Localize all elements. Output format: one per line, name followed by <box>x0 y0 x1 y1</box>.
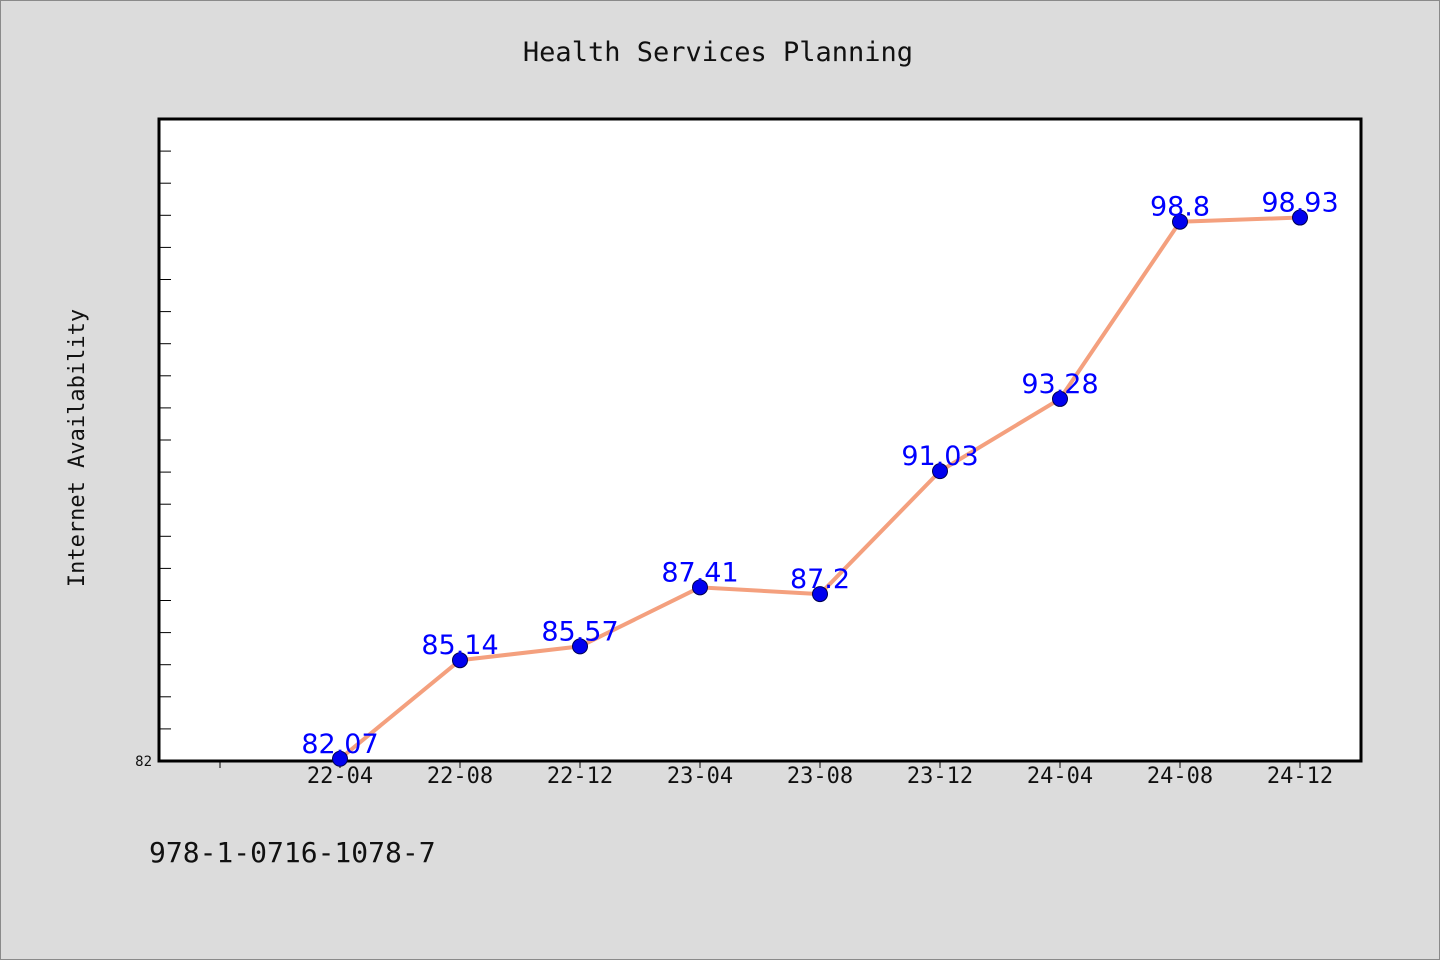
data-label: 85.57 <box>541 616 618 647</box>
data-label: 87.41 <box>661 557 738 588</box>
data-point <box>572 638 588 655</box>
data-point <box>812 586 828 603</box>
isbn-footer: 978-1-0716-1078-7 <box>149 836 436 869</box>
data-point <box>1172 213 1188 230</box>
x-tick-label: 24-04 <box>1027 764 1093 789</box>
plot-area <box>157 117 1363 763</box>
x-ticks: 22-04 22-08 22-12 23-04 23-08 23-12 24-04 24-08… <box>219 761 1333 789</box>
y-ticks <box>158 150 171 762</box>
data-label: 82.07 <box>301 729 378 760</box>
x-tick-label: 22-04 <box>307 764 373 789</box>
data-label: 91.03 <box>901 441 978 472</box>
data-point <box>1052 390 1068 407</box>
series-markers <box>332 209 1308 767</box>
x-tick-label: 22-12 <box>547 764 613 789</box>
x-tick-label: 23-12 <box>907 764 973 789</box>
data-label: 98.93 <box>1261 188 1338 219</box>
x-tick-label: 24-08 <box>1147 764 1213 789</box>
data-point <box>932 463 948 480</box>
y-axis-label: Internet Availability <box>65 309 90 587</box>
data-label: 93.28 <box>1021 369 1098 400</box>
y-tick-label-min: 82 <box>135 754 152 770</box>
chart-title: Health Services Planning <box>523 37 913 68</box>
data-point <box>692 579 708 596</box>
data-point <box>452 652 468 669</box>
x-tick-label: 24-12 <box>1267 764 1333 789</box>
data-labels: 82.07 85.14 85.57 87.41 87.2 91.03 93.28 98.8 98… <box>301 188 1338 760</box>
data-label: 98.8 <box>1150 192 1210 223</box>
data-label: 87.2 <box>790 564 850 595</box>
data-label: 85.14 <box>421 630 498 661</box>
data-point <box>332 750 348 767</box>
x-tick-label: 22-08 <box>427 764 493 789</box>
x-tick-label: 23-04 <box>667 764 733 789</box>
x-tick-label: 23-08 <box>787 764 853 789</box>
data-point <box>1292 209 1308 226</box>
